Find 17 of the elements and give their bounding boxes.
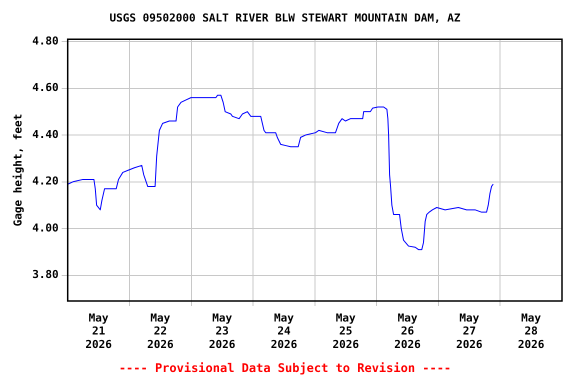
y-tick-label: 4.80	[32, 34, 59, 48]
y-tick-label: 4.00	[32, 221, 59, 234]
x-tick-label: May 23 2026	[208, 311, 236, 351]
x-tick-label: May 24 2026	[270, 311, 298, 351]
text: ---- Provisional Data Subject to Revision ----	[118, 360, 452, 375]
chart-title: USGS 09502000 SALT RIVER BLW STEWART MOUNTAIN DAM, AZ	[110, 11, 461, 24]
y-tick-label: 3.80	[32, 268, 59, 282]
y-tick-label: 4.20	[32, 174, 59, 188]
x-tick-label: May 27 2026	[456, 311, 483, 351]
x-tick-label: May 26 2026	[394, 311, 422, 351]
x-tick-label: May 25 2026	[332, 311, 360, 351]
y-tick-label: 4.60	[32, 81, 59, 94]
x-tick-label: May 28 2026	[518, 311, 545, 351]
y-tick-label: 4.40	[32, 128, 59, 141]
x-tick-label: May 21 2026	[85, 311, 112, 351]
y-axis-title: Gage height, feet	[11, 114, 24, 226]
x-tick-label: May 22 2026	[147, 311, 174, 351]
